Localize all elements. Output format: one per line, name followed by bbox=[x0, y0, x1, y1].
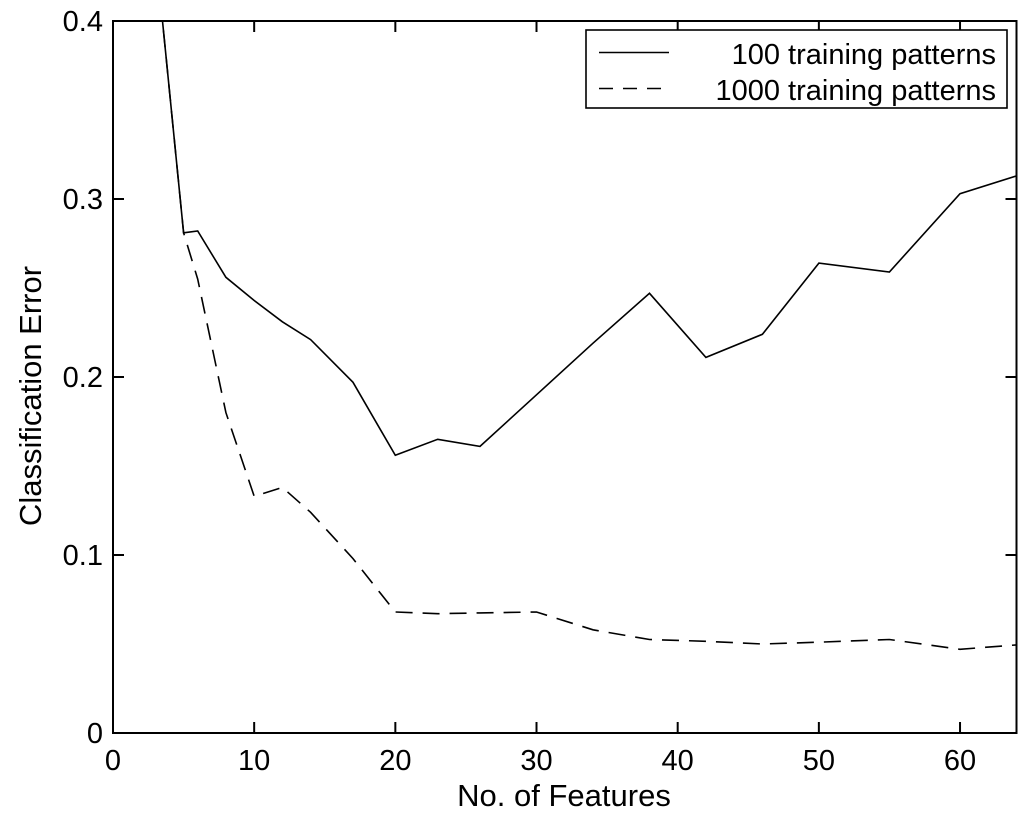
x-tick-label: 40 bbox=[662, 745, 694, 777]
x-axis-label: No. of Features bbox=[457, 778, 671, 813]
legend-label-1000-patterns: 1000 training patterns bbox=[715, 75, 996, 107]
x-tick-label: 30 bbox=[520, 745, 552, 777]
legend: 100 training patterns 1000 training patt… bbox=[585, 29, 1008, 109]
axes: 0 10 20 30 40 50 60 0 0.1 0.2 0.3 0.4 bbox=[63, 6, 1018, 777]
legend-label-100-patterns: 100 training patterns bbox=[732, 39, 996, 71]
plot-area bbox=[161, 21, 1017, 651]
y-tick-label: 0.1 bbox=[63, 540, 103, 572]
y-tick-label: 0.2 bbox=[63, 362, 103, 394]
x-tick-label: 60 bbox=[944, 745, 976, 777]
series-line-100-patterns bbox=[161, 21, 1017, 457]
y-tick-label: 0 bbox=[87, 718, 103, 750]
plot-border bbox=[112, 20, 1018, 734]
legend-box bbox=[585, 29, 1008, 109]
x-tick-label: 20 bbox=[379, 745, 411, 777]
x-tick-label: 0 bbox=[105, 745, 121, 777]
series-line-1000-patterns bbox=[161, 21, 1017, 651]
x-tick-label: 50 bbox=[803, 745, 835, 777]
y-tick-label: 0.4 bbox=[63, 6, 103, 38]
y-axis-label: Classification Error bbox=[13, 266, 48, 526]
x-tick-label: 10 bbox=[238, 745, 270, 777]
y-tick-label: 0.3 bbox=[63, 184, 103, 216]
